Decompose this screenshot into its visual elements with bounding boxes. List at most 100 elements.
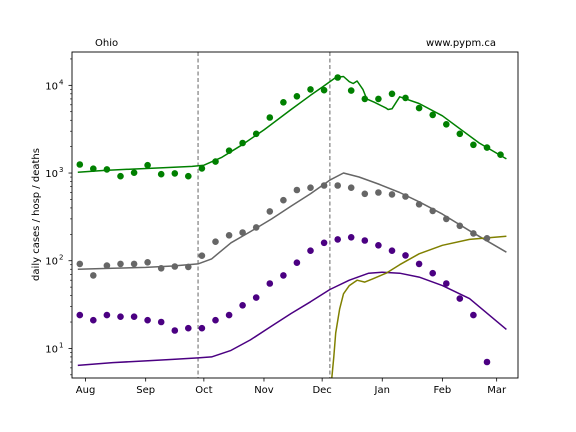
point-series0-21 (361, 95, 369, 103)
point-series2-2 (103, 311, 111, 319)
point-series1-1 (90, 272, 97, 279)
point-series2-1 (90, 316, 97, 324)
y-tick-exp-0: 1 (59, 341, 63, 349)
point-series0-10 (212, 158, 219, 165)
point-series2-3 (117, 313, 124, 321)
y-tick-label-0: 10 (45, 344, 58, 355)
x-tick-label-4: Dec (312, 385, 331, 396)
point-series0-22 (375, 95, 382, 103)
point-series1-9 (198, 252, 206, 259)
point-series2-16 (293, 259, 301, 267)
point-series1-6 (157, 265, 165, 272)
point-series2-8 (185, 324, 192, 332)
point-series0-3 (117, 172, 124, 180)
point-series1-8 (185, 263, 192, 271)
point-series1-20 (347, 184, 355, 191)
annotation-left: Ohio (95, 38, 118, 49)
point-series1-30 (483, 235, 491, 242)
y-tick-exp-2: 3 (59, 166, 63, 174)
point-series1-28 (456, 222, 464, 230)
point-series2-17 (307, 247, 314, 254)
point-series1-15 (280, 196, 287, 204)
point-series2-21 (361, 237, 369, 244)
curve-3 (331, 235, 507, 378)
point-series2-5 (144, 316, 151, 324)
point-series2-4 (130, 313, 138, 321)
point-series0-24 (402, 94, 409, 102)
point-series1-3 (117, 260, 124, 268)
point-series0-31 (497, 151, 504, 158)
point-series0-13 (252, 130, 260, 138)
plot-frame (71, 51, 519, 379)
point-series1-24 (402, 193, 409, 200)
point-series0-2 (103, 166, 111, 173)
point-series2-14 (266, 280, 274, 287)
point-series0-1 (90, 165, 97, 172)
point-series2-7 (171, 327, 179, 334)
point-series1-18 (320, 182, 328, 189)
point-series1-19 (334, 182, 342, 189)
point-series0-27 (443, 121, 450, 128)
annotation-right: www.pypm.ca (426, 38, 496, 49)
point-series0-25 (415, 104, 423, 112)
point-series0-5 (144, 161, 151, 169)
curve-2 (77, 271, 507, 367)
point-series1-23 (388, 191, 396, 198)
point-series1-25 (415, 201, 423, 208)
point-series0-4 (130, 169, 138, 176)
point-series0-11 (225, 147, 233, 154)
point-series2-28 (456, 295, 464, 302)
point-series2-20 (347, 234, 355, 241)
point-series0-23 (388, 90, 396, 98)
point-series0-12 (239, 139, 246, 147)
x-tick-label-5: Jan (374, 385, 390, 396)
point-series1-14 (266, 208, 274, 215)
point-series2-22 (375, 242, 382, 249)
point-series1-21 (361, 190, 369, 198)
point-series1-12 (239, 229, 246, 236)
point-series0-17 (307, 86, 314, 93)
x-tick-label-6: Feb (434, 385, 452, 396)
y-tick-label-1: 10 (45, 257, 58, 268)
point-series2-18 (320, 239, 328, 247)
data-layer (76, 74, 507, 378)
point-series0-15 (280, 99, 287, 106)
point-series0-8 (185, 172, 192, 180)
point-series2-13 (252, 294, 260, 301)
x-tick-label-7: Mar (487, 385, 507, 396)
point-series2-27 (443, 280, 450, 287)
point-series1-16 (293, 186, 301, 194)
point-series1-13 (252, 224, 260, 231)
point-series2-9 (198, 324, 206, 332)
point-series1-11 (225, 232, 233, 239)
point-series1-4 (130, 260, 138, 268)
point-series2-19 (334, 236, 342, 243)
y-tick-label-3: 10 (45, 81, 58, 92)
point-series2-24 (402, 252, 409, 259)
x-tick-label-0: Aug (76, 385, 96, 396)
point-series0-6 (157, 170, 165, 178)
point-series1-10 (212, 238, 219, 245)
point-series2-26 (429, 269, 437, 277)
point-series2-0 (76, 311, 84, 319)
y-tick-exp-1: 2 (59, 254, 63, 262)
point-series2-29 (470, 311, 477, 319)
point-series2-15 (280, 272, 287, 279)
point-series0-20 (347, 87, 355, 94)
point-series2-12 (239, 302, 246, 309)
point-series0-30 (483, 144, 491, 151)
point-series1-5 (144, 259, 151, 266)
point-series1-7 (171, 263, 179, 270)
point-series0-28 (456, 130, 464, 138)
x-tick-label-2: Oct (195, 385, 212, 396)
point-series0-14 (266, 114, 274, 121)
curve-1 (77, 172, 507, 270)
point-series1-0 (76, 260, 84, 268)
point-series1-22 (375, 189, 382, 196)
point-series2-6 (157, 318, 165, 326)
point-series1-27 (443, 215, 450, 223)
y-axis-label: daily cases / hosp / deaths (31, 148, 42, 281)
point-series2-10 (212, 316, 219, 324)
x-tick-label-3: Nov (254, 385, 274, 396)
